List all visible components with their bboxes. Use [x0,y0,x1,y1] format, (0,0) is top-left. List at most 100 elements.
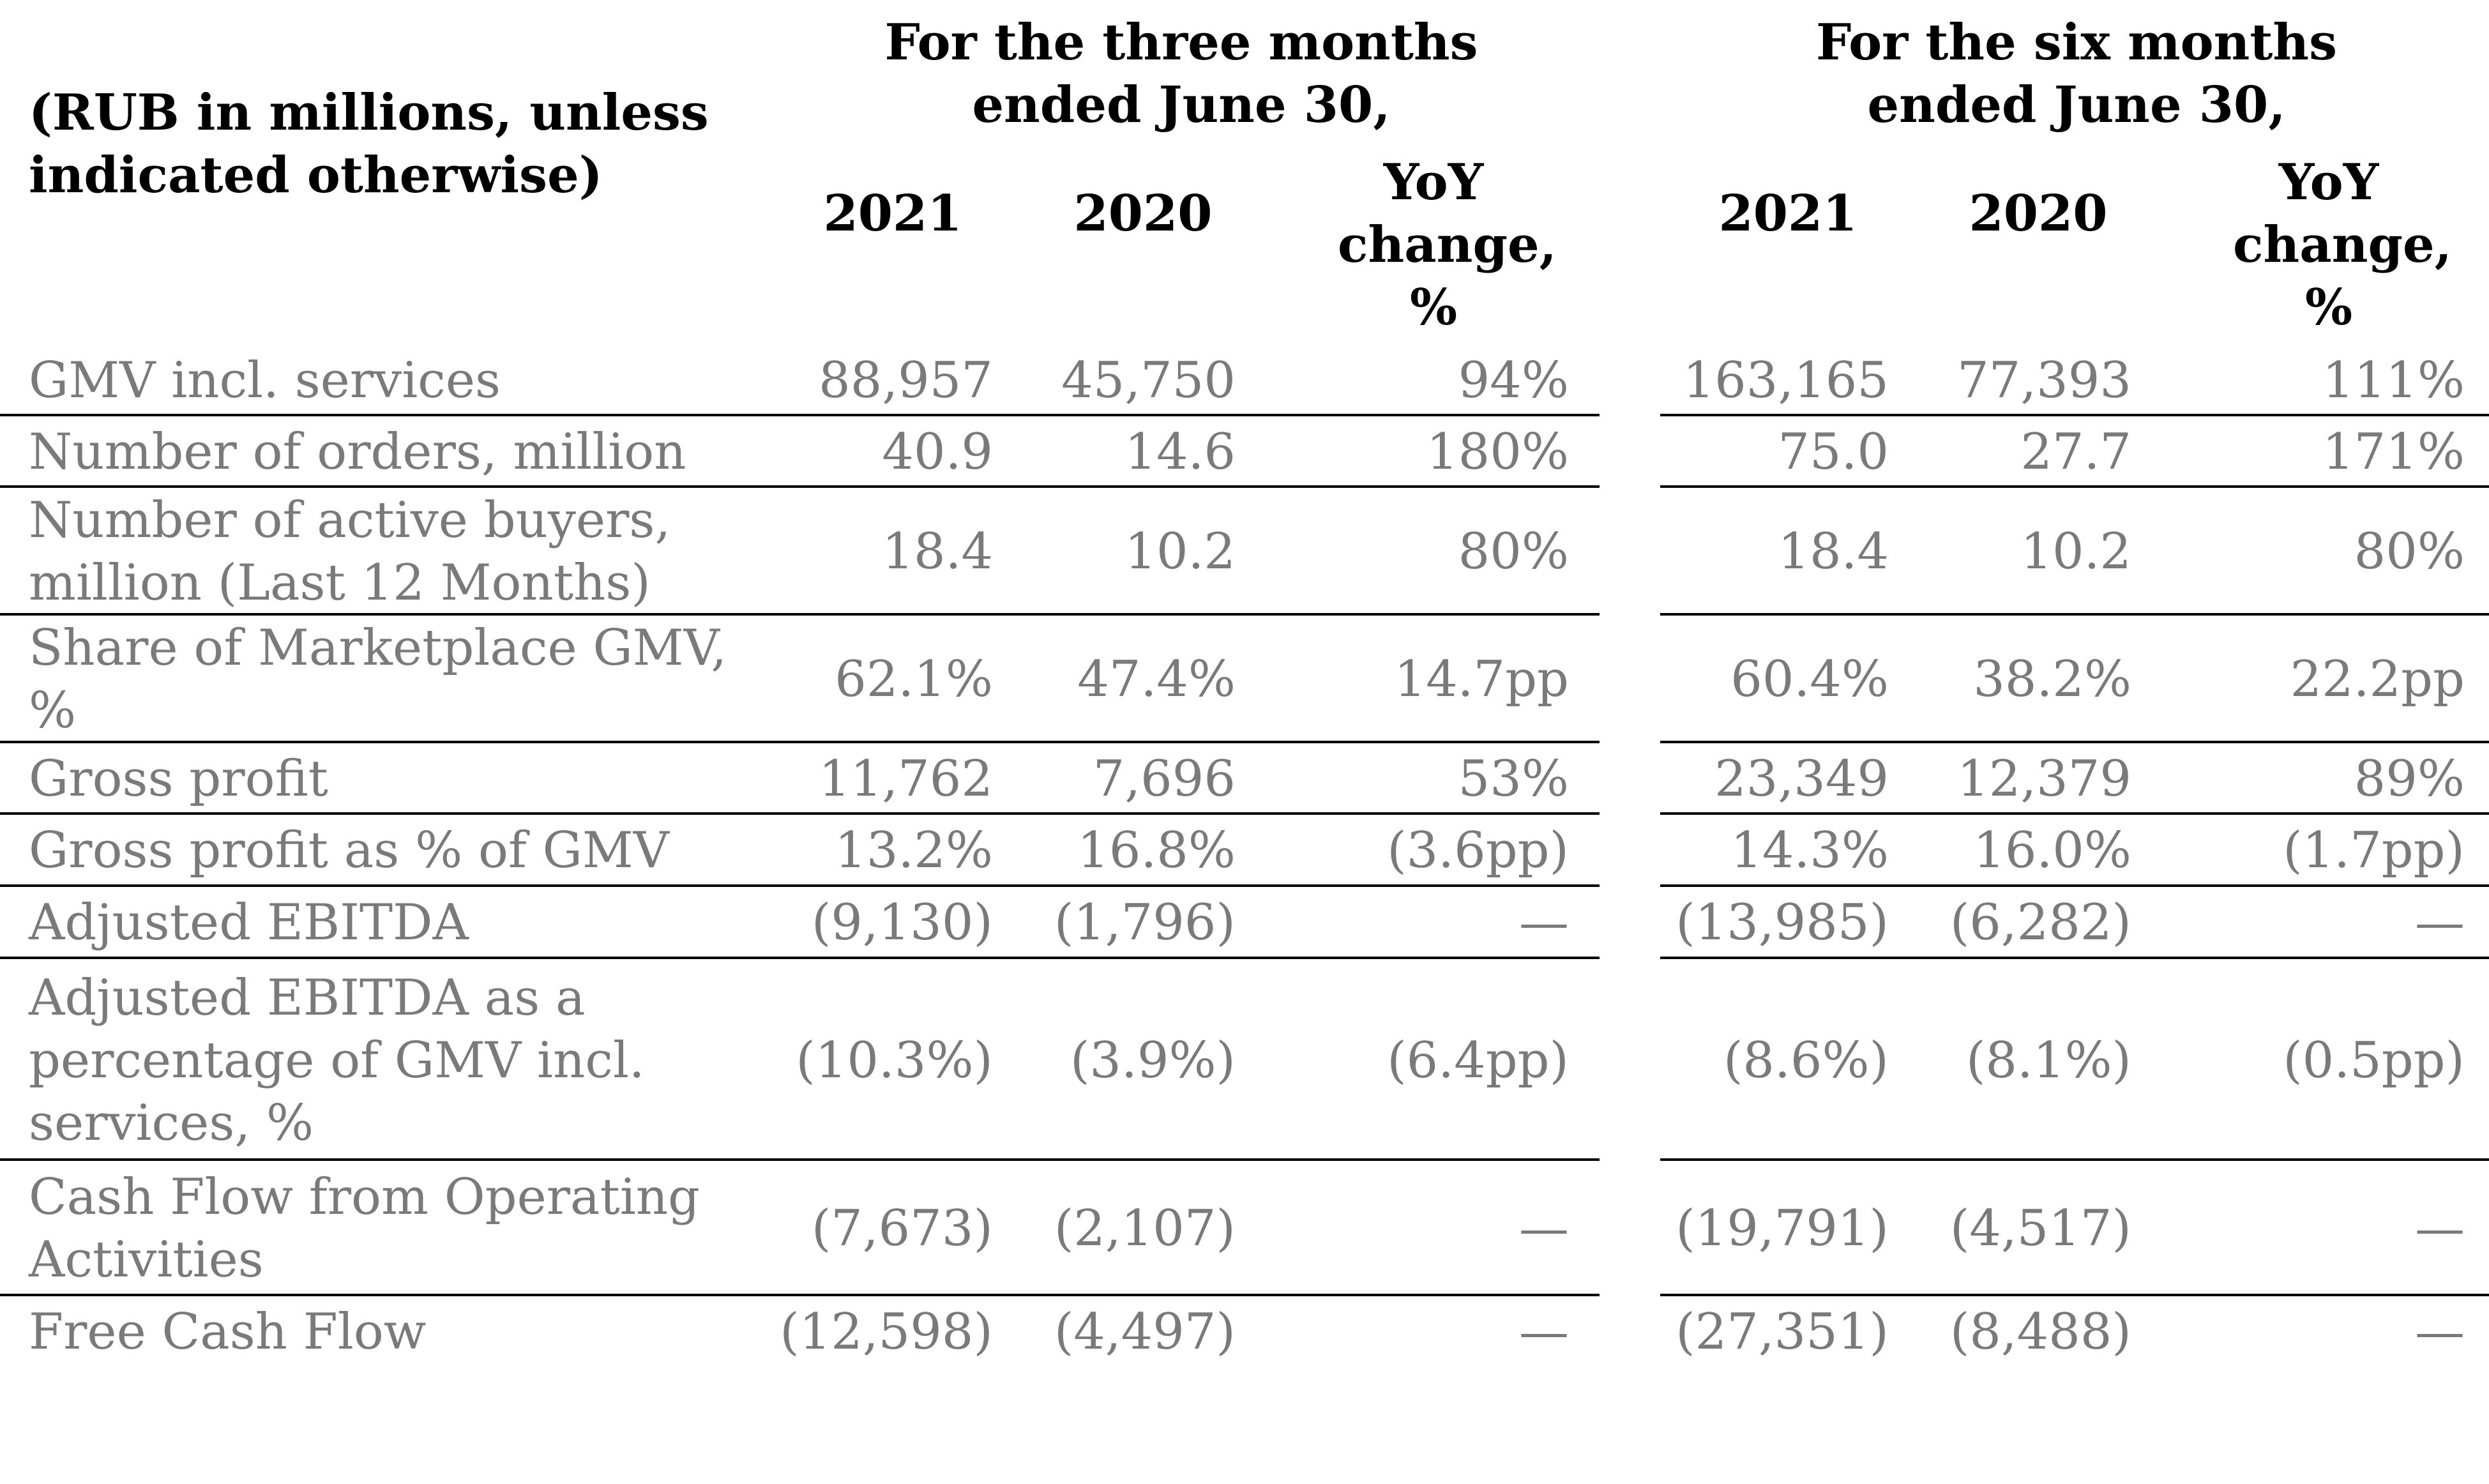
value-yoy-three-months: — [1519,894,1569,951]
value-2021-six-months: 60.4% [1730,651,1889,708]
value-yoy-six-months: 89% [2354,750,2465,808]
value-2021-three-months: 18.4 [882,523,993,580]
row-label: Adjusted EBITDA [29,894,469,951]
row-divider [0,1158,1600,1161]
value-2021-six-months: (19,791) [1676,1200,1889,1257]
value-2020-six-months: 12,379 [1957,750,2131,808]
row-divider [1660,812,2489,815]
value-2021-three-months: (9,130) [811,894,993,951]
row-divider [1660,1158,2489,1161]
table-row: Adjusted EBITDA as a percentage of GMV i… [0,959,2489,1161]
value-2021-six-months: 75.0 [1778,423,1889,481]
value-2021-six-months: (13,985) [1676,894,1889,951]
row-label: Adjusted EBITDA as a percentage of GMV i… [29,969,645,1152]
value-2021-three-months: 88,957 [819,352,993,409]
value-2020-six-months: 10.2 [2020,523,2131,580]
value-yoy-three-months: 53% [1458,750,1569,808]
value-2021-six-months: 14.3% [1730,822,1889,879]
value-2021-six-months: 18.4 [1778,523,1889,580]
value-2020-three-months: (2,107) [1054,1200,1236,1257]
row-divider [1660,741,2489,743]
value-yoy-three-months: (6.4pp) [1387,1032,1569,1089]
period-header-three-months: For the three months ended June 30, [884,13,1478,134]
value-2020-three-months: (4,497) [1054,1303,1236,1361]
table-row: Gross profit 11,762 7,696 53% 23,349 12,… [0,743,2489,815]
row-divider [0,884,1600,887]
column-header-2020-six-months: 2020 [1969,185,2108,243]
row-divider [1660,414,2489,416]
table-row: GMV incl. services 88,957 45,750 94% 163… [0,345,2489,416]
value-2020-six-months: (6,282) [1949,894,2131,951]
value-2020-six-months: (8,488) [1949,1303,2131,1361]
value-yoy-three-months: — [1519,1303,1569,1361]
value-yoy-three-months: 180% [1426,423,1569,481]
value-2021-three-months: 13.2% [835,822,993,879]
row-label: Number of orders, million [29,423,686,481]
value-yoy-six-months: 171% [2322,423,2465,481]
row-label: Share of Marketplace GMV, % [29,619,727,739]
value-yoy-six-months: 22.2pp [2290,651,2465,708]
value-2020-three-months: 16.8% [1077,822,1236,879]
value-yoy-three-months: 14.7pp [1394,651,1569,708]
row-label: Gross profit [29,750,328,808]
value-2020-six-months: 77,393 [1957,352,2131,409]
value-2021-three-months: 11,762 [819,750,993,808]
value-yoy-three-months: — [1519,1200,1569,1257]
value-yoy-six-months: — [2415,1303,2465,1361]
row-label: Number of active buyers, million (Last 1… [29,492,671,612]
value-yoy-three-months: (3.6pp) [1387,822,1569,879]
value-2021-six-months: 163,165 [1683,352,1889,409]
value-yoy-six-months: — [2415,894,2465,951]
value-2020-three-months: 45,750 [1061,352,1236,409]
value-2020-three-months: (3.9%) [1070,1032,1236,1089]
value-2021-three-months: (12,598) [780,1303,993,1361]
row-divider [1660,1294,2489,1296]
value-yoy-six-months: (1.7pp) [2283,822,2465,879]
row-divider [1660,613,2489,616]
value-yoy-six-months: — [2415,1200,2465,1257]
table-row: Number of orders, million 40.9 14.6 180%… [0,416,2489,488]
units-note: (RUB in millions, unless indicated other… [29,84,709,204]
table-row: Share of Marketplace GMV, % 62.1% 47.4% … [0,616,2489,743]
value-2021-six-months: 23,349 [1714,750,1889,808]
column-header-yoy-three-months: YoY change, % [1338,153,1557,337]
value-2021-three-months: 40.9 [882,423,993,481]
row-divider [0,1294,1600,1296]
row-divider [0,741,1600,743]
value-2020-six-months: 27.7 [2020,423,2131,481]
value-2021-three-months: (7,673) [811,1200,993,1257]
row-divider [1660,957,2489,959]
row-divider [0,485,1600,488]
value-2020-three-months: 7,696 [1093,750,1236,808]
kpi-table: GMV incl. services 88,957 45,750 94% 163… [0,345,2489,1368]
row-divider [0,414,1600,416]
column-header-2020-three-months: 2020 [1073,185,1213,243]
row-divider [0,613,1600,616]
value-2021-three-months: 62.1% [835,651,993,708]
column-header-2021-six-months: 2021 [1718,185,1857,243]
row-label: GMV incl. services [29,352,501,409]
row-divider [0,812,1600,815]
row-divider [1660,485,2489,488]
value-2021-six-months: (27,351) [1676,1303,1889,1361]
value-2020-three-months: 14.6 [1124,423,1236,481]
value-2020-three-months: 10.2 [1124,523,1236,580]
value-2020-six-months: 16.0% [1973,822,2131,879]
table-row: Number of active buyers, million (Last 1… [0,488,2489,616]
row-label: Gross profit as % of GMV [29,822,670,879]
table-row: Adjusted EBITDA (9,130) (1,796) — (13,98… [0,887,2489,959]
value-2020-three-months: (1,796) [1054,894,1236,951]
value-2020-six-months: (8.1%) [1965,1032,2131,1089]
value-yoy-three-months: 80% [1458,523,1569,580]
value-yoy-six-months: 111% [2322,352,2465,409]
value-2020-six-months: 38.2% [1973,651,2131,708]
row-label: Cash Flow from Operating Activities [29,1169,700,1289]
value-2020-six-months: (4,517) [1949,1200,2131,1257]
row-divider [0,957,1600,959]
value-2021-six-months: (8.6%) [1723,1032,1889,1089]
period-header-six-months: For the six months ended June 30, [1815,13,2338,134]
column-header-2021-three-months: 2021 [823,185,962,243]
row-divider [1660,884,2489,887]
value-yoy-six-months: 80% [2354,523,2465,580]
